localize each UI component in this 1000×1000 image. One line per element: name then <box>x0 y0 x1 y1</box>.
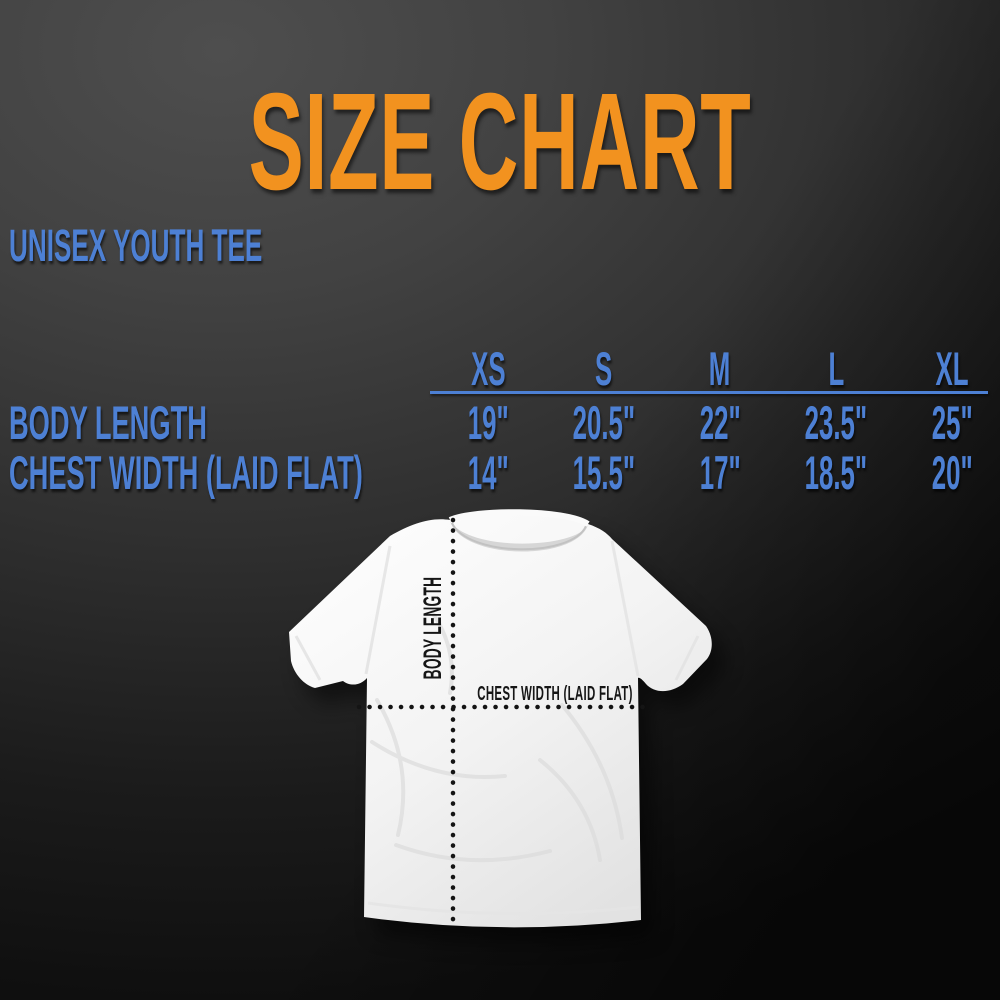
size-column-header-s: S <box>595 342 613 395</box>
chest-width-value-xl: 20" <box>931 446 973 499</box>
body-length-label: BODY LENGTH <box>420 577 447 680</box>
chest-width-value-m: 17" <box>699 446 741 499</box>
body-length-value-xl: 25" <box>931 396 973 449</box>
size-column-header-xl: XL <box>935 342 969 395</box>
row-label-chest-width: CHEST WIDTH (LAID FLAT) <box>9 446 363 499</box>
page-title-text: SIZE CHART <box>248 65 752 219</box>
body-length-value-m: 22" <box>699 396 741 449</box>
row-label-body-length: BODY LENGTH <box>9 396 207 449</box>
chest-width-value-s: 15.5" <box>572 446 636 499</box>
chest-width-value-xs: 14" <box>467 446 509 499</box>
chest-width-value-l: 18.5" <box>804 446 868 499</box>
body-length-value-s: 20.5" <box>572 396 636 449</box>
size-column-header-l: L <box>828 342 844 395</box>
page-title: SIZE CHART <box>0 65 1000 219</box>
size-column-header-m: M <box>709 342 731 395</box>
tshirt-wrinkles <box>370 610 624 863</box>
body-length-value-l: 23.5" <box>804 396 868 449</box>
product-subtitle: UNISEX YOUTH TEE <box>9 222 446 270</box>
tshirt-collar <box>448 509 590 552</box>
tshirt-body <box>289 513 712 928</box>
size-column-header-xs: XS <box>470 342 506 395</box>
product-subtitle-text: UNISEX YOUTH TEE <box>9 220 263 271</box>
body-length-value-xs: 19" <box>467 396 509 449</box>
chest-width-label: CHEST WIDTH (LAID FLAT) <box>477 681 632 704</box>
table-header-divider <box>430 391 988 394</box>
tshirt-seams <box>294 540 700 916</box>
